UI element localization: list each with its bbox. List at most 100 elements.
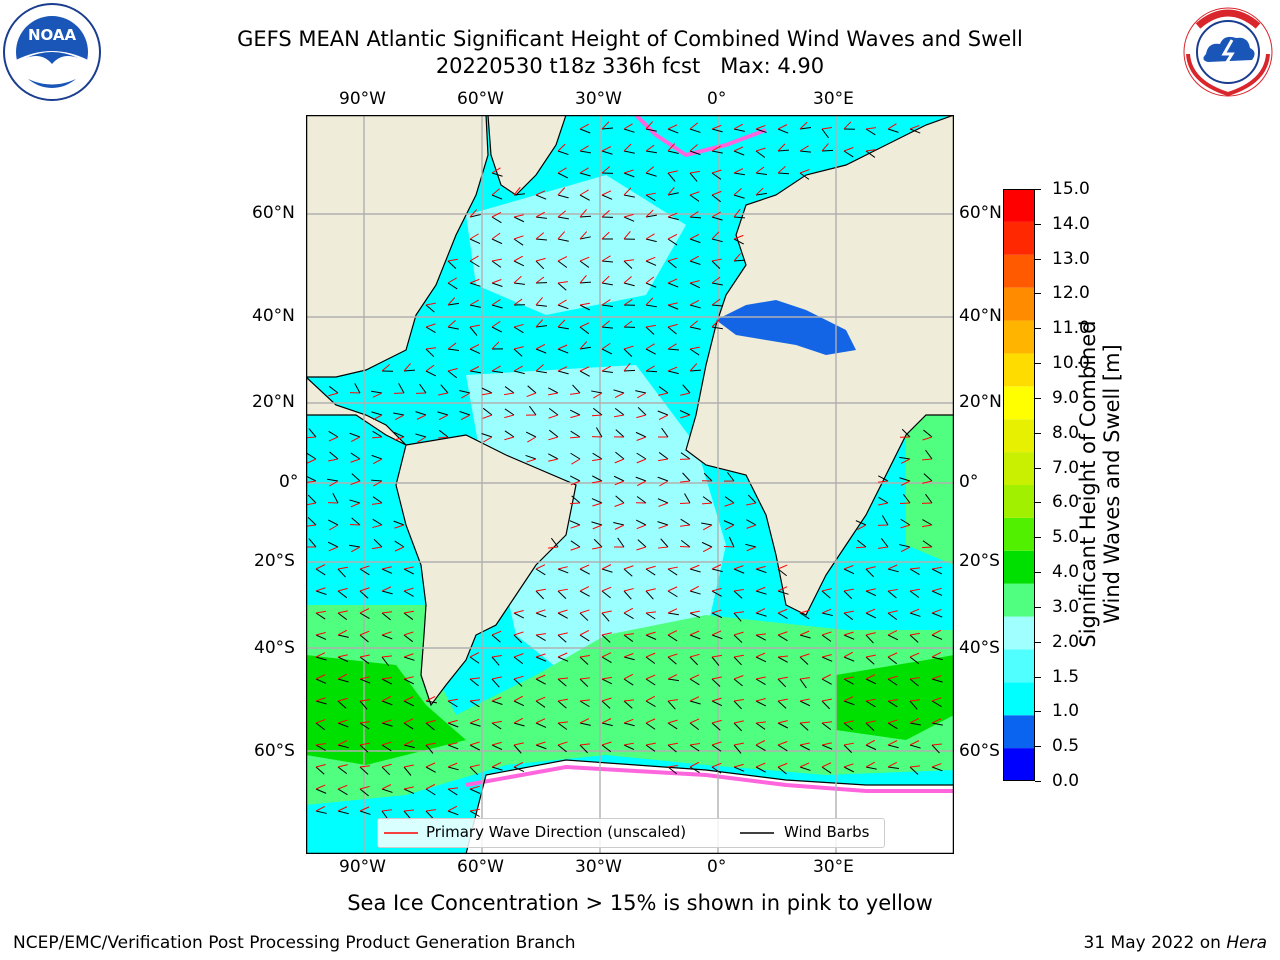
wave-direction-arrow bbox=[909, 632, 920, 636]
wave-direction-arrow bbox=[513, 717, 524, 724]
colorbar-tick-mark bbox=[1035, 363, 1041, 365]
wind-barb bbox=[755, 766, 766, 773]
colorbar-tick-mark bbox=[1035, 606, 1041, 608]
wave-direction-arrow bbox=[821, 674, 832, 680]
wave-direction-arrow bbox=[777, 165, 786, 174]
wave-direction-arrow bbox=[887, 699, 898, 702]
wave-direction-arrow bbox=[667, 323, 678, 328]
wave-direction-arrow bbox=[491, 341, 500, 350]
lon-label-top: 60°W bbox=[457, 89, 504, 109]
wind-barb bbox=[403, 766, 412, 776]
wind-barb bbox=[557, 238, 569, 242]
wave-direction-arrow bbox=[579, 341, 588, 350]
wave-direction-arrow bbox=[755, 762, 766, 768]
wave-direction-arrow bbox=[593, 392, 603, 399]
wave-direction-arrow bbox=[491, 696, 502, 702]
wind-barb bbox=[909, 766, 919, 775]
wind-barb bbox=[491, 260, 502, 268]
wave-direction-arrow bbox=[799, 653, 810, 658]
lat-label-left: 40°S bbox=[254, 638, 295, 658]
colorbar-label: Significant Height of Combined Wind Wave… bbox=[1076, 320, 1124, 648]
wind-barb bbox=[623, 260, 633, 269]
wave-direction-arrow bbox=[645, 256, 656, 262]
wave-direction-arrow bbox=[579, 564, 590, 570]
wave-direction-arrow bbox=[403, 764, 414, 768]
wave-direction-arrow bbox=[315, 674, 326, 680]
wind-barb bbox=[733, 238, 744, 245]
wave-direction-arrow bbox=[755, 187, 764, 196]
wave-direction-arrow bbox=[821, 762, 832, 768]
wave-zone-high bbox=[306, 605, 954, 805]
wave-direction-arrow bbox=[689, 346, 700, 350]
wind-barb bbox=[425, 810, 434, 820]
colorbar-tick-label: 12.0 bbox=[1052, 283, 1090, 304]
wind-barb bbox=[349, 544, 361, 548]
wind-barb bbox=[307, 516, 317, 526]
wave-direction-arrow bbox=[799, 698, 810, 702]
wave-direction-arrow bbox=[328, 546, 339, 552]
wind-barb bbox=[821, 149, 834, 152]
wave-direction-arrow bbox=[601, 210, 610, 218]
wave-direction-arrow bbox=[755, 586, 766, 592]
wave-direction-arrow bbox=[403, 676, 414, 680]
wave-direction-arrow bbox=[689, 211, 699, 218]
wind-barb bbox=[591, 498, 603, 504]
wave-direction-arrow bbox=[623, 276, 632, 284]
wind-barb bbox=[491, 656, 500, 666]
wave-direction-arrow bbox=[733, 208, 741, 218]
wave-direction-arrow bbox=[381, 566, 392, 570]
wave-direction-arrow bbox=[623, 673, 634, 680]
wave-direction-arrow bbox=[403, 653, 414, 658]
wave-direction-arrow bbox=[865, 720, 876, 724]
wave-direction-arrow bbox=[637, 392, 647, 399]
lat-label-right: 60°S bbox=[959, 741, 1000, 761]
wind-barb bbox=[592, 475, 603, 482]
wave-direction-arrow bbox=[623, 607, 634, 614]
wave-direction-arrow bbox=[667, 143, 676, 152]
wind-barb bbox=[394, 540, 405, 548]
wind-barb bbox=[372, 518, 383, 526]
colorbar-segment bbox=[1003, 419, 1035, 453]
wave-direction-arrow bbox=[887, 588, 898, 592]
wind-barb bbox=[359, 700, 368, 710]
wind-barb bbox=[623, 216, 635, 222]
wind-barb bbox=[689, 260, 701, 265]
wind-barb bbox=[689, 304, 701, 309]
wave-direction-arrow bbox=[733, 188, 742, 196]
wind-barb bbox=[733, 172, 745, 176]
wind-barb bbox=[667, 192, 679, 196]
wave-direction-arrow bbox=[636, 480, 647, 487]
colorbar-tick-mark bbox=[1035, 537, 1041, 539]
wave-direction-arrow bbox=[557, 187, 566, 196]
wind-barb bbox=[403, 568, 415, 575]
wave-direction-arrow bbox=[899, 502, 911, 505]
wind-barb bbox=[337, 766, 348, 775]
wind-barb bbox=[865, 656, 875, 665]
wave-direction-arrow bbox=[921, 458, 933, 461]
wind-barb bbox=[447, 744, 459, 750]
wave-direction-arrow bbox=[623, 259, 634, 262]
wave-direction-arrow bbox=[922, 524, 933, 528]
wave-direction-arrow bbox=[843, 696, 854, 702]
wind-barb bbox=[733, 590, 743, 599]
wind-barb bbox=[931, 612, 943, 618]
wind-barb bbox=[799, 722, 809, 731]
wave-direction-arrow bbox=[579, 677, 590, 680]
wind-barb bbox=[711, 172, 722, 180]
wave-direction-arrow bbox=[557, 677, 568, 680]
wind-barb bbox=[623, 700, 633, 709]
wind-barb bbox=[447, 282, 458, 290]
wave-direction-arrow bbox=[359, 742, 370, 746]
wind-barb bbox=[821, 744, 833, 750]
wind-barb bbox=[535, 260, 545, 270]
wave-direction-arrow bbox=[535, 343, 546, 350]
wave-direction-arrow bbox=[667, 234, 678, 240]
wind-barb bbox=[667, 744, 677, 753]
wind-barb bbox=[329, 451, 339, 460]
wave-direction-arrow bbox=[689, 255, 700, 262]
wave-direction-arrow bbox=[548, 458, 559, 462]
lon-label-bottom: 60°W bbox=[457, 857, 504, 877]
wave-direction-arrow bbox=[315, 743, 326, 746]
wind-barb bbox=[513, 634, 523, 644]
wave-direction-arrow bbox=[350, 458, 361, 463]
